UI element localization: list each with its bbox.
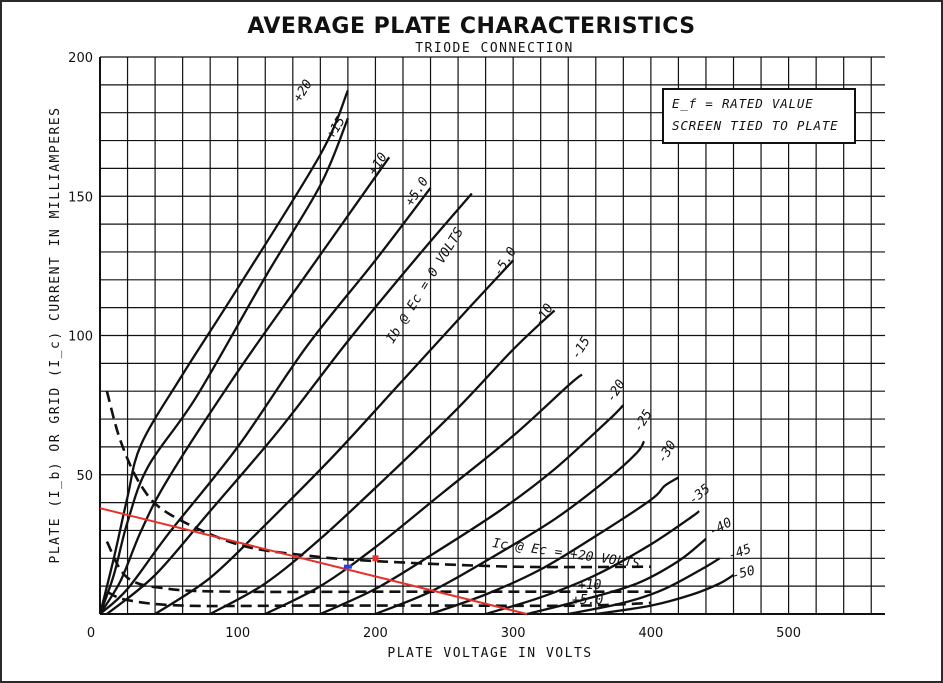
plate-curve-label: -45 (726, 542, 753, 564)
plate-curve-label: +10 (366, 150, 391, 178)
plate-curve-label: -5.0 (491, 244, 520, 279)
plate-curve (106, 192, 473, 615)
chart-title: AVERAGE PLATE CHARACTERISTICS (247, 14, 696, 39)
plate-curve-label: +15 (324, 114, 349, 142)
x-axis-label: PLATE VOLTAGE IN VOLTS (387, 646, 592, 661)
x-tick-label: 200 (363, 626, 388, 641)
load-line (99, 507, 528, 615)
conditions-note-box: E_f = RATED VALUE SCREEN TIED TO PLATE (662, 88, 856, 144)
plate-curve (264, 373, 583, 616)
plate-curve-label: -25 (631, 407, 656, 435)
operating-markers (343, 555, 379, 569)
y-tick-label: 100 (68, 330, 93, 345)
grid-curve (105, 390, 651, 569)
x-tick-label: 100 (225, 626, 250, 641)
operating-point-red (372, 555, 379, 562)
y-axis-label: PLATE (I_b) OR GRID (I_c) CURRENT IN MIL… (48, 106, 63, 563)
plate-curve (567, 557, 721, 616)
plate-curve (319, 404, 625, 616)
plate-curve (374, 440, 646, 616)
x-tick-label: 400 (638, 626, 663, 641)
plate-curve (526, 537, 707, 616)
curve-labels: +20+15+10+5.0Ib @ Ec = 0 VOLTS -5.0-10-15… (291, 77, 757, 608)
plate-curve-label: -15 (569, 334, 594, 362)
y-tick-label: 200 (68, 51, 93, 66)
grid-current-curves (105, 390, 651, 608)
note-line-1: E_f = RATED VALUE (672, 96, 814, 111)
plate-curve-label: -10 (532, 301, 557, 329)
grid-curve-label: +10 (578, 578, 602, 593)
plate-curve (98, 89, 349, 615)
load-line-segment (99, 507, 528, 615)
plate-curve (595, 574, 735, 616)
x-tick-label: 500 (776, 626, 801, 641)
plate-curve (154, 259, 515, 615)
tick-labels: 0 100 200 300 400 500 50 100 150 200 (68, 51, 801, 641)
plate-curve (430, 476, 679, 616)
plate-curve-label: +20 (291, 77, 316, 105)
chart-subtitle: TRIODE CONNECTION (415, 41, 574, 56)
plate-curve (98, 117, 349, 615)
plate-curve-label: -50 (730, 563, 757, 584)
plate-current-curves (98, 89, 735, 616)
note-line-2: SCREEN TIED TO PLATE (672, 118, 839, 133)
y-tick-label: 50 (76, 469, 93, 484)
x-tick-label: 300 (501, 626, 526, 641)
plate-curve-label: -30 (655, 438, 680, 466)
grid-curve-label: +5.0 (572, 593, 603, 608)
plate-curve (485, 510, 700, 616)
plate-curve-label: Ib @ Ec = 0 VOLTS (384, 225, 467, 346)
y-tick-label: 150 (68, 190, 93, 205)
plate-curve-label: -20 (604, 377, 629, 405)
operating-point-blue (343, 564, 352, 569)
plate-curve-label: -40 (707, 515, 735, 539)
plate-curve-label: -35 (686, 481, 714, 508)
x-tick-label: 0 (87, 626, 95, 641)
plate-curve (99, 156, 391, 615)
axes (99, 57, 885, 615)
plate-curve (99, 187, 432, 615)
plate-curve (209, 309, 556, 616)
